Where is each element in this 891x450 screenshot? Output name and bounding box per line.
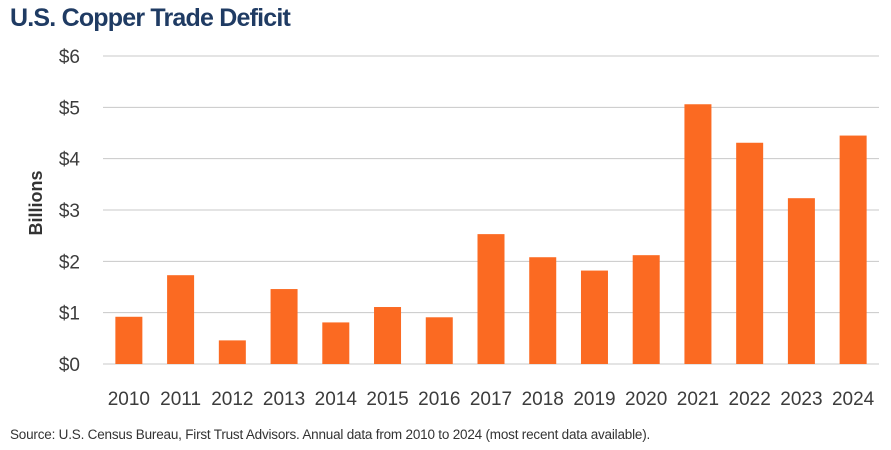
y-tick-label: $2 xyxy=(59,252,80,273)
x-tick-label: 2023 xyxy=(780,389,822,410)
bar-2024 xyxy=(839,135,867,364)
x-tick-label: 2018 xyxy=(522,389,564,410)
x-tick-label: 2012 xyxy=(211,389,253,410)
chart-title: U.S. Copper Trade Deficit xyxy=(10,4,291,32)
bar-2016 xyxy=(425,317,453,364)
x-tick-label: 2017 xyxy=(470,389,512,410)
bar-2015 xyxy=(374,307,402,364)
source-note: Source: U.S. Census Bureau, First Trust … xyxy=(10,427,651,442)
bar-2011 xyxy=(167,275,195,364)
x-tick-label: 2011 xyxy=(160,389,201,410)
bars xyxy=(115,104,867,365)
bar-2018 xyxy=(529,257,557,364)
y-axis-label: Billions xyxy=(26,170,46,235)
y-axis-ticks: $0 $1 $2 $3 $4 $5 $6 xyxy=(59,47,81,376)
bar-2023 xyxy=(787,198,815,364)
x-tick-label: 2014 xyxy=(315,389,358,410)
bar-2021 xyxy=(684,104,712,365)
x-tick-label: 2020 xyxy=(625,389,667,410)
x-tick-label: 2024 xyxy=(832,389,875,410)
bar-2013 xyxy=(270,289,298,364)
x-tick-label: 2013 xyxy=(263,389,305,410)
bar-2010 xyxy=(115,316,143,364)
x-tick-label: 2022 xyxy=(729,389,771,410)
y-tick-label: $1 xyxy=(59,304,80,325)
bar-2017 xyxy=(477,234,505,364)
y-tick-label: $5 xyxy=(59,98,80,119)
x-tick-label: 2019 xyxy=(573,389,615,410)
x-axis-ticks: 2010 2011 2012 2013 2014 2015 2016 2017 2018 2019… xyxy=(108,389,875,410)
x-tick-label: 2010 xyxy=(108,389,150,410)
y-tick-label: $4 xyxy=(59,150,81,171)
bar-2014 xyxy=(322,322,350,364)
x-tick-label: 2021 xyxy=(677,389,719,410)
bar-2020 xyxy=(632,255,660,364)
bar-2019 xyxy=(580,270,608,364)
x-tick-label: 2015 xyxy=(366,389,408,410)
y-tick-label: $6 xyxy=(59,47,80,68)
y-tick-label: $3 xyxy=(59,201,80,222)
y-tick-label: $0 xyxy=(59,355,80,376)
x-tick-label: 2016 xyxy=(418,389,460,410)
bar-2012 xyxy=(218,340,246,364)
bar-2022 xyxy=(736,142,764,364)
